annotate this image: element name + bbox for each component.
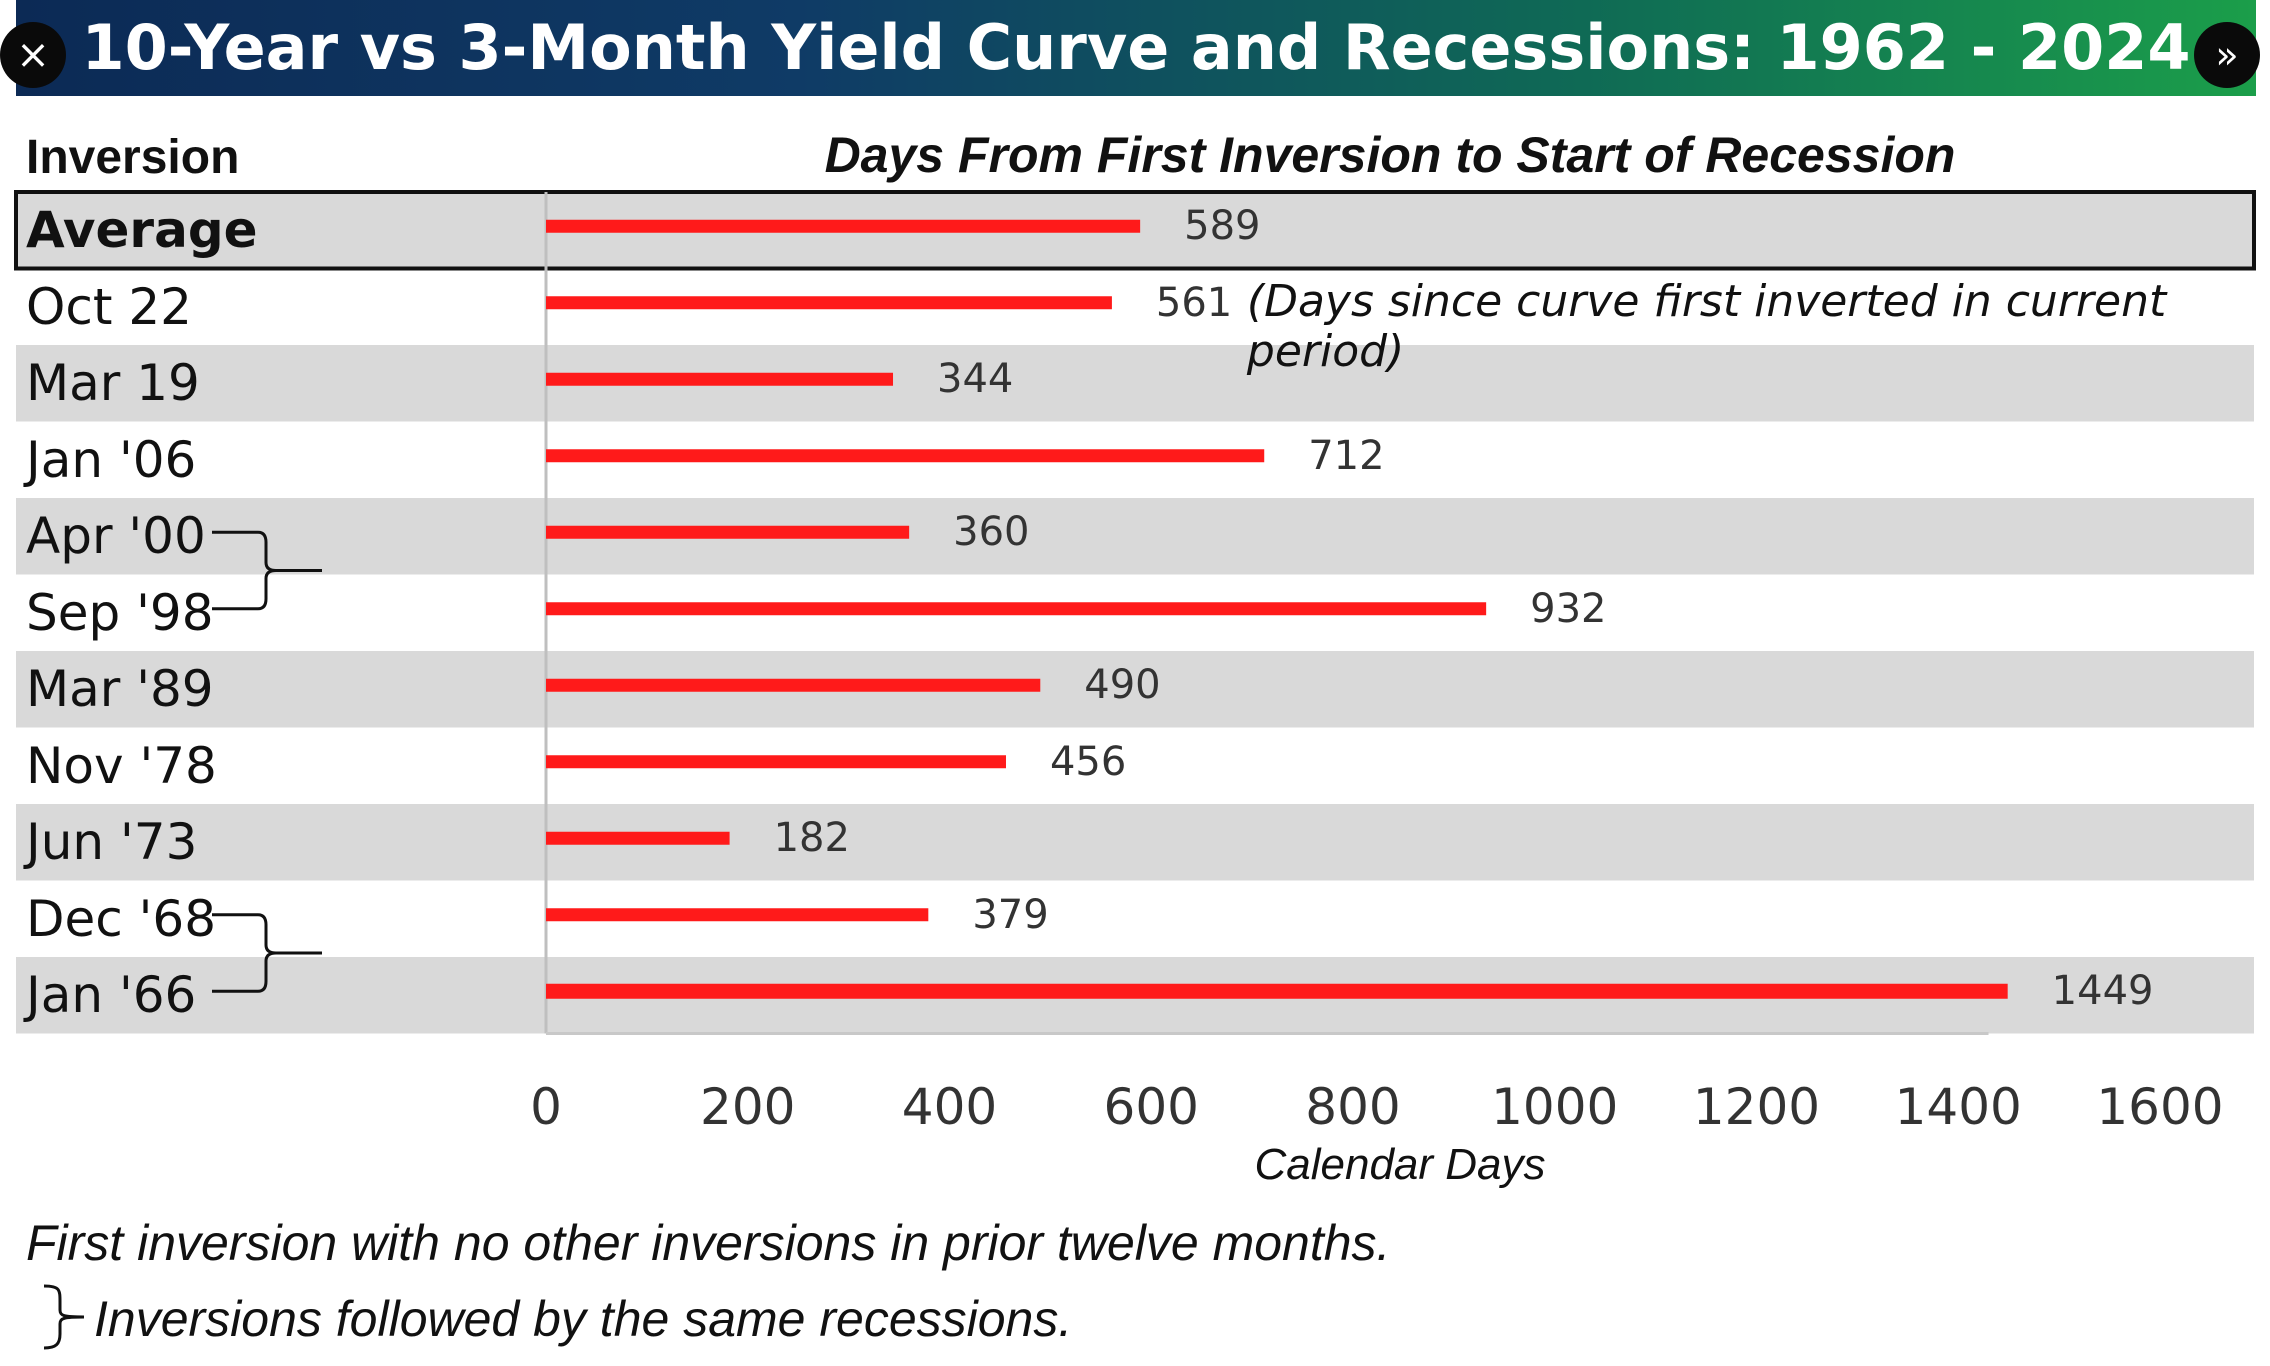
chevron-right-icon: » (2215, 33, 2239, 77)
bar (546, 525, 910, 539)
title-bar: 10-Year vs 3-Month Yield Curve and Reces… (16, 0, 2256, 96)
x-tick-label: 1600 (2096, 1078, 2224, 1136)
row-background (16, 498, 2254, 575)
value-label: 1449 (2051, 968, 2154, 1015)
category-label: Jan '06 (26, 430, 197, 489)
x-tick-label: 1000 (1491, 1078, 1619, 1136)
x-tick-label: 1400 (1894, 1078, 2022, 1136)
row-background (16, 651, 2254, 728)
category-label: Sep '98 (26, 583, 214, 642)
bar (546, 983, 2008, 999)
x-tick-label: 0 (530, 1078, 562, 1136)
bar (546, 678, 1041, 692)
category-label: Dec '68 (26, 889, 217, 948)
close-button[interactable]: × (0, 22, 66, 88)
value-label: 379 (972, 891, 1049, 938)
category-label: Average (26, 201, 258, 260)
value-label: 456 (1049, 738, 1127, 785)
bracket-icon (212, 530, 322, 611)
bracket-icon (212, 913, 322, 993)
annotation-note: (Days since curve first inverted in curr… (1246, 275, 2167, 377)
value-label: 344 (937, 356, 1014, 403)
row-background (16, 268, 2254, 345)
bar (546, 296, 1112, 310)
average-row-border (14, 190, 2256, 271)
days-header: Days From First Inversion to Start of Re… (824, 127, 1956, 183)
next-button[interactable]: » (2194, 22, 2260, 88)
footnote-first-inversion: First inversion with no other inversions… (26, 1215, 1391, 1271)
value-label: 182 (773, 815, 850, 862)
inversion-header: Inversion (26, 131, 240, 184)
bar (546, 755, 1006, 769)
footnote-brace-icon (43, 1284, 85, 1350)
bar (546, 831, 730, 845)
row-background (16, 804, 2254, 881)
row-background (16, 345, 2254, 422)
value-label: 360 (953, 509, 1030, 556)
x-tick-label: 600 (1103, 1078, 1199, 1136)
category-label: Jan '66 (26, 966, 197, 1025)
category-label: Mar 19 (26, 354, 200, 413)
bar (546, 449, 1265, 463)
value-label: 589 (1184, 203, 1261, 250)
category-label: Apr '00 (26, 507, 206, 566)
category-label: Mar '89 (26, 660, 214, 719)
x-axis-label: Calendar Days (1254, 1140, 1546, 1189)
value-label: 561 (1155, 279, 1233, 326)
category-label: Jun '73 (26, 813, 198, 872)
bar (546, 219, 1141, 233)
row-background (16, 880, 2254, 957)
close-icon: × (16, 32, 50, 78)
x-tick-label: 400 (901, 1078, 998, 1136)
bar (546, 908, 929, 922)
value-label: 932 (1530, 585, 1607, 632)
value-label: 712 (1308, 432, 1385, 479)
category-label: Nov '78 (26, 736, 217, 795)
x-tick-label: 200 (700, 1078, 796, 1136)
category-label: Oct 22 (26, 277, 192, 336)
footnote-same-recessions: Inversions followed by the same recessio… (94, 1291, 1073, 1347)
bar (546, 602, 1487, 616)
bar (546, 372, 894, 386)
x-tick-label: 800 (1305, 1078, 1401, 1136)
row-background (16, 727, 2254, 804)
chart-title: 10-Year vs 3-Month Yield Curve and Reces… (81, 11, 2191, 84)
x-tick-label: 1200 (1692, 1078, 1821, 1136)
value-label: 490 (1084, 662, 1161, 709)
